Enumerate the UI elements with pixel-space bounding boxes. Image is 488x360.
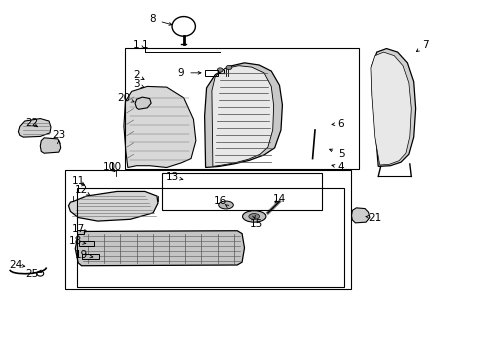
- Polygon shape: [79, 242, 94, 246]
- Text: 24: 24: [9, 260, 22, 270]
- Polygon shape: [75, 231, 244, 266]
- Text: 17: 17: [71, 224, 84, 234]
- Text: 25: 25: [25, 269, 38, 279]
- Polygon shape: [123, 86, 196, 167]
- Text: 1: 1: [133, 40, 140, 50]
- Ellipse shape: [242, 211, 265, 222]
- Polygon shape: [68, 192, 158, 221]
- Text: 7: 7: [421, 40, 428, 50]
- Ellipse shape: [218, 201, 233, 209]
- Text: 5: 5: [338, 149, 345, 159]
- Text: 10: 10: [109, 162, 122, 172]
- Text: 12: 12: [75, 185, 88, 195]
- Text: 15: 15: [249, 219, 263, 229]
- Polygon shape: [135, 97, 151, 109]
- Polygon shape: [211, 66, 273, 166]
- Text: 16: 16: [213, 196, 226, 206]
- Text: 10: 10: [102, 162, 116, 172]
- Text: 23: 23: [52, 130, 65, 140]
- Text: 2: 2: [133, 70, 140, 80]
- Polygon shape: [81, 254, 99, 259]
- Polygon shape: [77, 230, 84, 234]
- Text: 8: 8: [148, 14, 155, 24]
- Text: 4: 4: [337, 162, 344, 172]
- Ellipse shape: [248, 213, 259, 219]
- Polygon shape: [371, 49, 415, 166]
- Text: 21: 21: [367, 212, 381, 222]
- Text: 22: 22: [25, 118, 38, 128]
- Polygon shape: [40, 138, 61, 153]
- Polygon shape: [19, 118, 51, 137]
- Text: 13: 13: [165, 172, 179, 182]
- Text: 18: 18: [68, 237, 82, 247]
- Polygon shape: [204, 63, 282, 167]
- Text: 1: 1: [141, 40, 148, 50]
- Text: 6: 6: [337, 118, 344, 129]
- Text: 14: 14: [272, 194, 285, 203]
- Circle shape: [217, 68, 223, 72]
- Text: 11: 11: [71, 176, 84, 186]
- Polygon shape: [370, 52, 410, 165]
- Text: 9: 9: [177, 68, 183, 78]
- Polygon shape: [351, 208, 369, 223]
- Circle shape: [225, 65, 231, 69]
- Text: 20: 20: [117, 93, 130, 103]
- Text: 3: 3: [133, 79, 140, 89]
- Text: 19: 19: [75, 250, 88, 260]
